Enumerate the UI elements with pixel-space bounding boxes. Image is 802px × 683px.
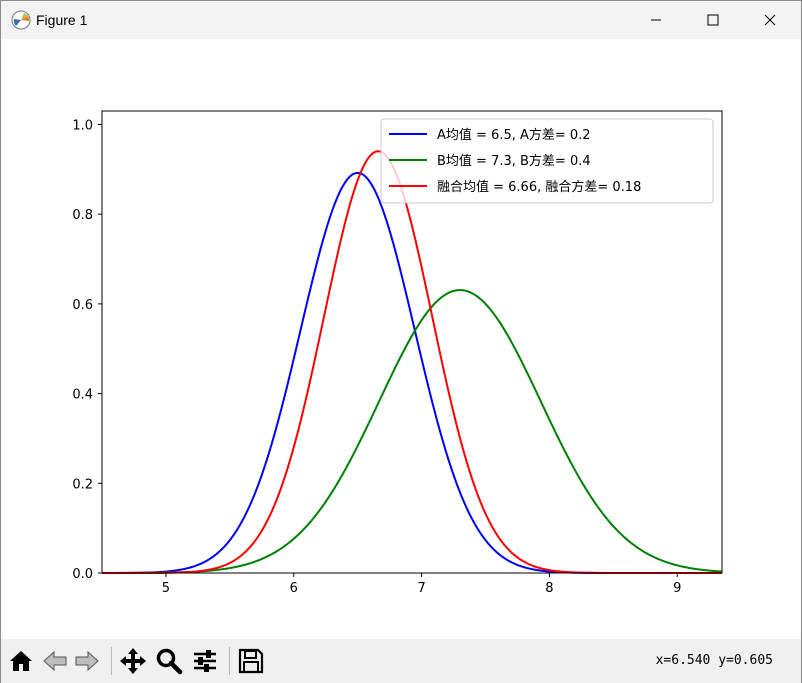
- close-icon: [764, 14, 776, 26]
- y-axis-ticks: 0.0 0.2 0.4 0.6 0.8 1.0: [72, 118, 102, 582]
- line-chart: 5 6 7 8 9 0.0 0.2 0.4 0.6 0.8 1.0 A均值 = 6.5, A方差=…: [72, 110, 723, 596]
- legend-label-3: 融合均值 = 6.66, 融合方差= 0.18: [437, 179, 641, 195]
- y-tick-label: 0.8: [72, 208, 93, 223]
- x-tick-label: 7: [417, 581, 425, 596]
- legend-box: [380, 118, 714, 204]
- maximize-icon: [707, 14, 719, 26]
- configure-subplots-button[interactable]: [191, 647, 219, 675]
- legend: A均值 = 6.5, A方差= 0.2 B均值 = 7.3, B方差= 0.4 融合…: [380, 118, 714, 204]
- series-line-1: [102, 171, 722, 574]
- pan-button[interactable]: [119, 647, 147, 675]
- navigation-toolbar: x=6.540 y=0.605: [1, 639, 801, 683]
- y-tick-label: 0.6: [72, 298, 93, 313]
- matplotlib-app-icon: [11, 10, 31, 30]
- save-button[interactable]: [237, 647, 265, 675]
- legend-label-2: B均值 = 7.3, B方差= 0.4: [437, 153, 591, 169]
- series-line-2: [102, 289, 723, 574]
- zoom-button[interactable]: [155, 647, 183, 675]
- configure-subplots-icon: [194, 650, 216, 672]
- cursor-coordinates: x=6.540 y=0.605: [655, 653, 773, 668]
- y-tick-label: 1.0: [72, 118, 93, 133]
- save-icon: [238, 648, 264, 674]
- toolbar-separator: [229, 647, 230, 675]
- home-icon: [10, 651, 32, 671]
- figure-canvas[interactable]: 5 6 7 8 9 0.0 0.2 0.4 0.6 0.8 1.0 A均值 = 6.5, A方差=…: [1, 39, 801, 639]
- home-button[interactable]: [7, 647, 35, 675]
- x-tick-label: 5: [162, 581, 170, 596]
- y-tick-label: 0.0: [72, 567, 93, 582]
- toolbar-separator: [111, 647, 112, 675]
- pan-icon: [120, 648, 146, 674]
- y-tick-label: 0.2: [72, 477, 93, 492]
- legend-label-1: A均值 = 6.5, A方差= 0.2: [437, 127, 591, 143]
- minimize-icon: [651, 19, 661, 21]
- x-axis-ticks: 5 6 7 8 9: [162, 573, 681, 596]
- series-line-3: [102, 150, 722, 574]
- window-title: Figure 1: [36, 12, 88, 28]
- forward-icon: [75, 650, 99, 672]
- back-button[interactable]: [41, 647, 69, 675]
- maximize-button[interactable]: [690, 1, 736, 39]
- close-button[interactable]: [747, 1, 793, 39]
- x-tick-label: 8: [545, 581, 553, 596]
- series-curves: [102, 150, 723, 574]
- zoom-icon: [156, 648, 183, 675]
- x-tick-label: 6: [290, 581, 298, 596]
- minimize-button[interactable]: [633, 1, 679, 39]
- back-icon: [43, 650, 67, 672]
- axes-frame: [101, 110, 723, 574]
- forward-button[interactable]: [73, 647, 101, 675]
- x-tick-label: 9: [673, 581, 681, 596]
- y-tick-label: 0.4: [72, 388, 93, 403]
- title-bar[interactable]: Figure 1: [1, 1, 801, 39]
